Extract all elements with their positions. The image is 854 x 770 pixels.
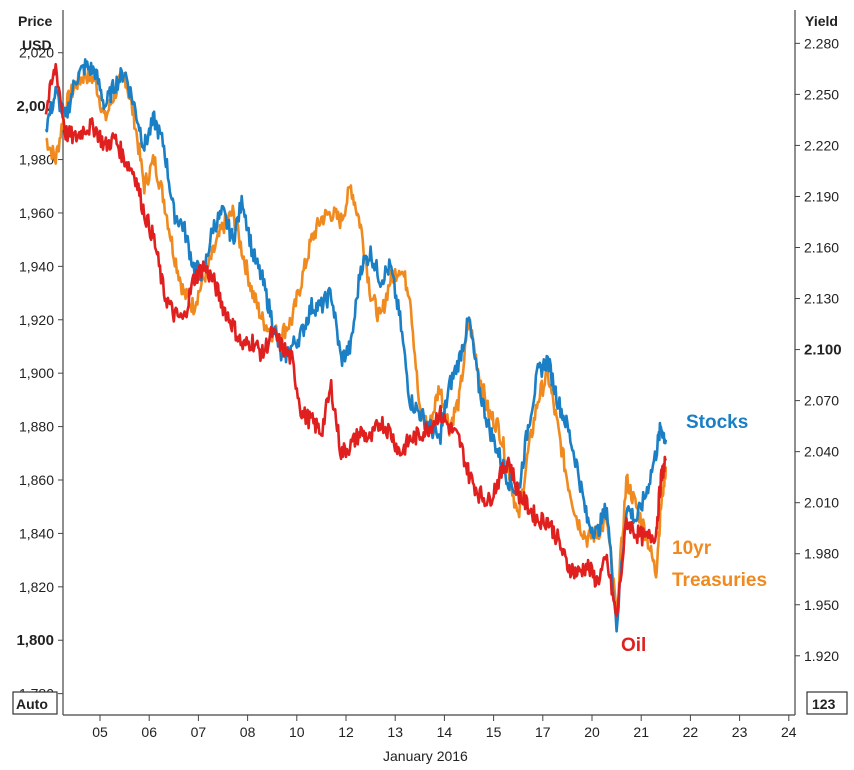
- series-label-treasuries-line1: 10yr: [672, 538, 712, 559]
- right-tick-label: 2.100: [804, 342, 842, 359]
- series-label-oil: Oil: [621, 635, 646, 656]
- series-line-oil: [44, 62, 667, 617]
- right-axis-mode-label: 123: [812, 696, 836, 712]
- left-tick-label: 1,960: [19, 205, 54, 221]
- x-tick-label: 14: [437, 724, 453, 740]
- left-axis-title-line2: USD: [22, 37, 52, 53]
- left-tick-label: 2,020: [19, 45, 54, 61]
- right-axis-mode-button[interactable]: 123: [806, 691, 848, 715]
- right-tick-label: 2.130: [804, 291, 839, 307]
- x-tick-label: 10: [289, 724, 305, 740]
- x-tick-label: 21: [633, 724, 649, 740]
- x-tick-label: 12: [338, 724, 354, 740]
- x-tick-label: 08: [240, 724, 256, 740]
- right-tick-label: 1.920: [804, 648, 839, 664]
- x-axis-ticks: 05 06 07 08 10 12 13 14 15 17 20 21 22 23 24: [92, 715, 797, 740]
- right-tick-label: 2.250: [804, 86, 839, 102]
- x-tick-label: 24: [781, 724, 797, 740]
- left-tick-label: 1,980: [19, 152, 54, 168]
- x-tick-label: 07: [191, 724, 207, 740]
- x-tick-label: 20: [584, 724, 600, 740]
- right-tick-label: 2.040: [804, 444, 839, 460]
- left-tick-label: 1,860: [19, 472, 54, 488]
- series-label-stocks: Stocks: [686, 412, 748, 433]
- left-tick-label: 1,880: [19, 419, 54, 435]
- right-tick-label: 2.220: [804, 137, 839, 153]
- x-tick-label: 05: [92, 724, 108, 740]
- x-axis-title: January 2016: [383, 748, 468, 764]
- left-axis-title-line1: Price: [18, 13, 52, 29]
- series-lines: [44, 58, 668, 633]
- left-tick-label: 1,900: [19, 365, 54, 381]
- left-axis-ticks: 2,020 2,000 1,980 1,960 1,940 1,920 1,900 1,880…: [16, 45, 63, 702]
- left-tick-label: 1,820: [19, 579, 54, 595]
- left-tick-label: 1,920: [19, 312, 54, 328]
- x-tick-label: 17: [535, 724, 551, 740]
- series-line-10yr-treasuries: [45, 66, 668, 611]
- right-tick-label: 2.010: [804, 495, 839, 511]
- right-tick-label: 1.980: [804, 546, 839, 562]
- right-axis-ticks: 2.280 2.250 2.220 2.190 2.160 2.130 2.100 2.070…: [795, 35, 842, 664]
- x-tick-label: 06: [141, 724, 157, 740]
- left-tick-label: 1,840: [19, 525, 54, 541]
- right-tick-label: 2.160: [804, 239, 839, 255]
- x-tick-label: 23: [732, 724, 748, 740]
- plot-frame: [62, 10, 796, 716]
- right-tick-label: 2.070: [804, 393, 839, 409]
- x-tick-label: 13: [387, 724, 403, 740]
- left-tick-label: 2,000: [16, 98, 54, 115]
- x-tick-label: 22: [683, 724, 699, 740]
- right-tick-label: 2.280: [804, 35, 839, 51]
- left-tick-label: 1,800: [16, 632, 54, 649]
- series-line-stocks: [44, 58, 668, 633]
- right-tick-label: 2.190: [804, 188, 839, 204]
- right-axis-title: Yield: [805, 13, 838, 29]
- series-label-treasuries-line2: Treasuries: [672, 570, 767, 591]
- left-axis-mode-button[interactable]: Auto: [12, 691, 58, 715]
- left-tick-label: 1,940: [19, 258, 54, 274]
- right-tick-label: 1.950: [804, 597, 839, 613]
- left-axis-mode-label: Auto: [16, 696, 48, 712]
- x-tick-label: 15: [486, 724, 502, 740]
